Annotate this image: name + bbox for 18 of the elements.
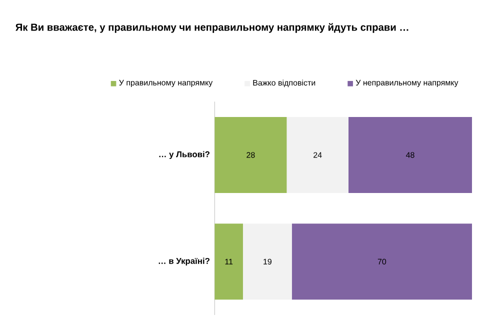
bar	[292, 224, 472, 300]
data-label: 48	[406, 152, 414, 158]
legend-label: У правильному напрямку	[119, 80, 213, 88]
bar	[214, 224, 243, 300]
data-label: 19	[264, 258, 272, 264]
y-tick-label: … у Львові?	[159, 151, 210, 159]
data-label: 28	[246, 152, 255, 158]
legend-label: У неправильному напрямку	[356, 80, 458, 88]
bar	[214, 116, 287, 193]
bar	[242, 224, 292, 300]
data-label: 24	[314, 152, 322, 158]
data-label: 70	[378, 258, 386, 264]
data-label: 11	[225, 258, 233, 264]
y-tick-label: … в Україні?	[158, 258, 210, 266]
bar	[348, 116, 472, 193]
chart-title: Як Ви вважаєте, у правильному чи неправильному напрямку йдуть справи …	[16, 23, 408, 33]
bar	[286, 116, 348, 193]
legend-label: Важко відповісти	[253, 80, 316, 88]
